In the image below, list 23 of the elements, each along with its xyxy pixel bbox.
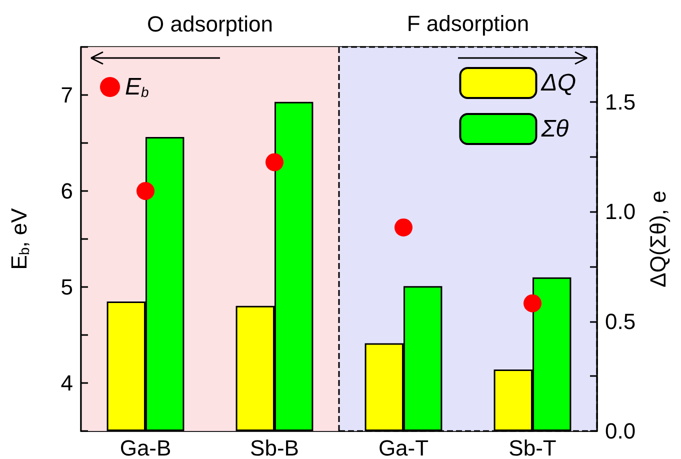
y2-axis-title: ΔQ(Σθ), e: [646, 190, 670, 288]
x-tick-label: Ga-T: [378, 436, 429, 459]
legend-label: Eb: [125, 74, 150, 100]
band-label: O adsorption: [147, 12, 273, 36]
legend-label: Σθ: [540, 116, 569, 142]
point: [136, 182, 154, 200]
y-tick-label: 5: [60, 274, 73, 300]
y-tick-label: 7: [60, 82, 73, 108]
y-axis-title: Eb, eV: [6, 208, 32, 270]
y2-tick-label: 1.5: [605, 89, 636, 114]
y-tick-label: 4: [60, 370, 73, 396]
x-tick-label: Ga-B: [120, 436, 172, 459]
y2-tick-label: 0.5: [605, 308, 636, 334]
x-tick-label: Sb-B: [250, 436, 299, 459]
band-label: F adsorption: [406, 10, 530, 36]
point: [394, 218, 412, 236]
y2-tick-label: 1.0: [605, 199, 636, 224]
x-tick-label: Sb-T: [508, 436, 556, 459]
point: [524, 294, 542, 312]
y2-tick-label: 0.0: [605, 418, 636, 444]
legend-label: ΔQ: [540, 70, 576, 96]
point: [266, 153, 284, 172]
y-tick-label: 6: [60, 178, 73, 204]
